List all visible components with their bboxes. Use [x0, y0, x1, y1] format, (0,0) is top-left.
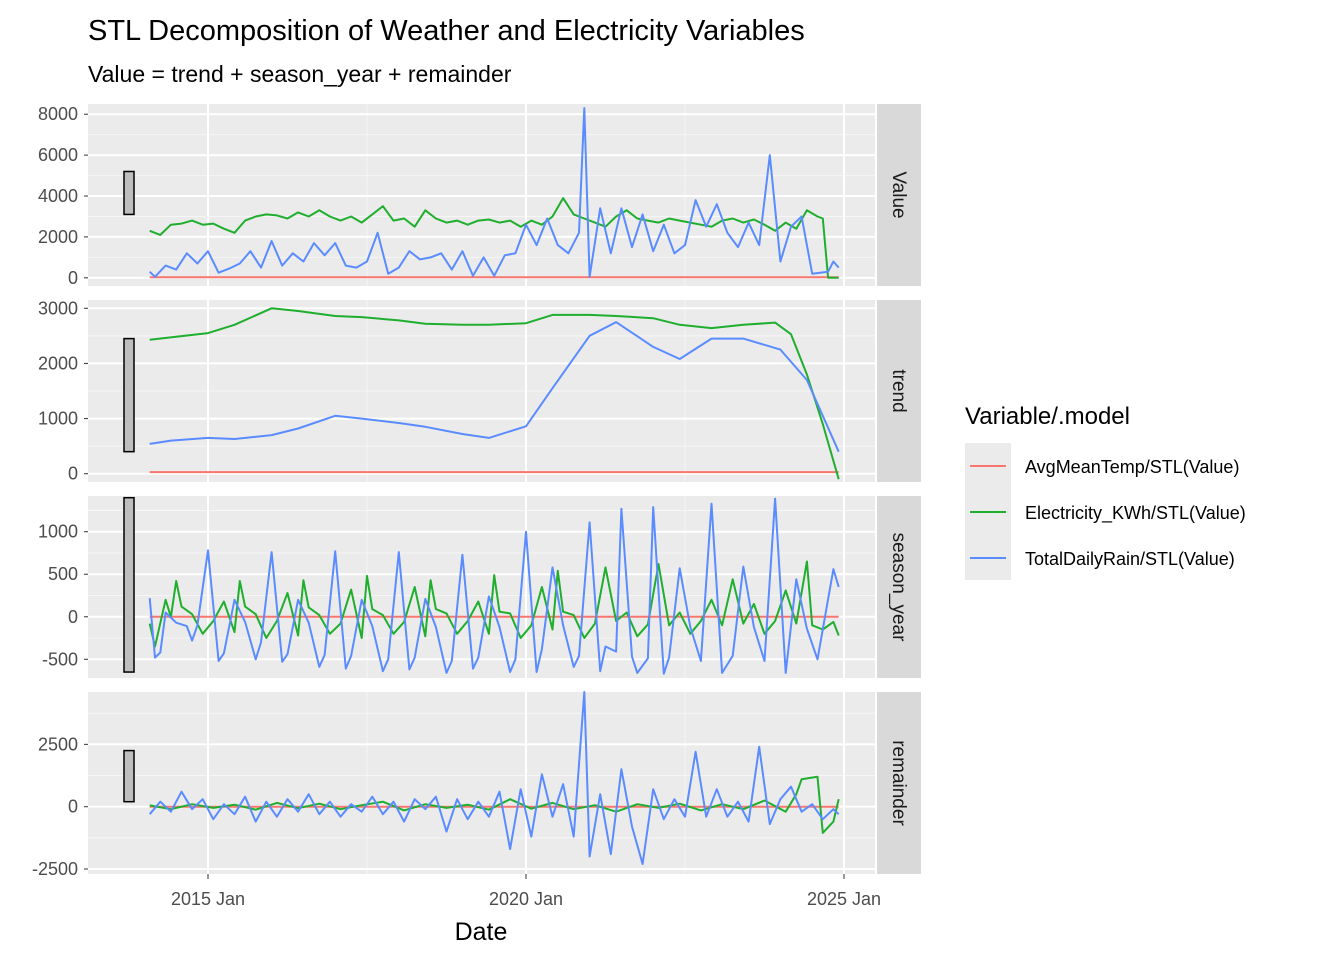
y-tick-label: 1000 — [38, 409, 78, 429]
y-tick-label: 2500 — [38, 734, 78, 754]
facet-trend: trend 0 1000 2000 3000 — [38, 298, 921, 484]
y-tick-label: 0 — [68, 797, 78, 817]
y-tick-label: 0 — [68, 607, 78, 627]
scale-bar — [123, 749, 135, 803]
y-tick-label: 0 — [68, 464, 78, 484]
series-line-totaldailyrain — [149, 321, 840, 453]
x-tick-label: 2025 Jan — [807, 889, 881, 909]
legend-title: Variable/.model — [965, 403, 1130, 430]
panel-background — [88, 496, 875, 678]
facet-strip-label: Value — [888, 171, 909, 218]
chart-subtitle: Value = trend + season_year + remainder — [88, 61, 512, 87]
x-tick-label: 2020 Jan — [489, 889, 563, 909]
y-tick-label: -500 — [42, 649, 78, 669]
y-tick-label: 8000 — [38, 104, 78, 124]
y-tick-label: -2500 — [32, 859, 78, 879]
scale-bar — [123, 496, 135, 673]
series-line-electricity-kwh — [149, 307, 840, 480]
x-axis-title: Date — [455, 918, 508, 946]
y-tick-label: 2000 — [38, 227, 78, 247]
y-tick-label: 1000 — [38, 522, 78, 542]
facet-strip — [877, 104, 921, 286]
scale-bar — [123, 170, 135, 216]
panel-background — [88, 692, 875, 874]
facet-strip-label: trend — [888, 369, 909, 412]
y-tick-label: 0 — [68, 268, 78, 288]
series-line-electricity-kwh — [149, 775, 840, 834]
y-tick-label: 2000 — [38, 353, 78, 373]
legend: Variable/.model AvgMeanTemp/STL(Value) El… — [965, 403, 1246, 580]
y-tick-label: 4000 — [38, 186, 78, 206]
facet-strip-label: remainder — [888, 740, 909, 826]
series-line-totaldailyrain — [148, 497, 840, 675]
facet-strip — [877, 692, 921, 874]
facet-panels: Value 0 2000 4000 6000 8000 trend 0 1000 2000 3000… — [32, 104, 921, 879]
facet-strip-label: season_year — [888, 533, 909, 642]
series-line-electricity-kwh — [149, 197, 839, 279]
series-line-totaldailyrain — [148, 691, 840, 865]
y-tick-label: 500 — [48, 564, 78, 584]
facet-value: Value 0 2000 4000 6000 8000 — [38, 104, 921, 288]
facet-strip — [877, 300, 921, 482]
facet-remainder: remainder -2500 0 2500 — [32, 691, 921, 879]
chart-title: STL Decomposition of Weather and Electri… — [88, 15, 805, 47]
facet-strip — [877, 496, 921, 678]
legend-label: AvgMeanTemp/STL(Value) — [1025, 457, 1239, 477]
x-axis: 2015 Jan 2020 Jan 2025 Jan — [171, 874, 881, 909]
facet-season-year: season_year -500 0 500 1000 — [38, 496, 921, 678]
legend-label: TotalDailyRain/STL(Value) — [1025, 549, 1235, 569]
series-line-totaldailyrain — [149, 107, 840, 278]
y-tick-label: 6000 — [38, 145, 78, 165]
x-tick-label: 2015 Jan — [171, 889, 245, 909]
y-tick-label: 3000 — [38, 298, 78, 318]
scale-bar — [123, 337, 135, 453]
panel-background — [88, 104, 875, 286]
legend-label: Electricity_KWh/STL(Value) — [1025, 503, 1246, 524]
